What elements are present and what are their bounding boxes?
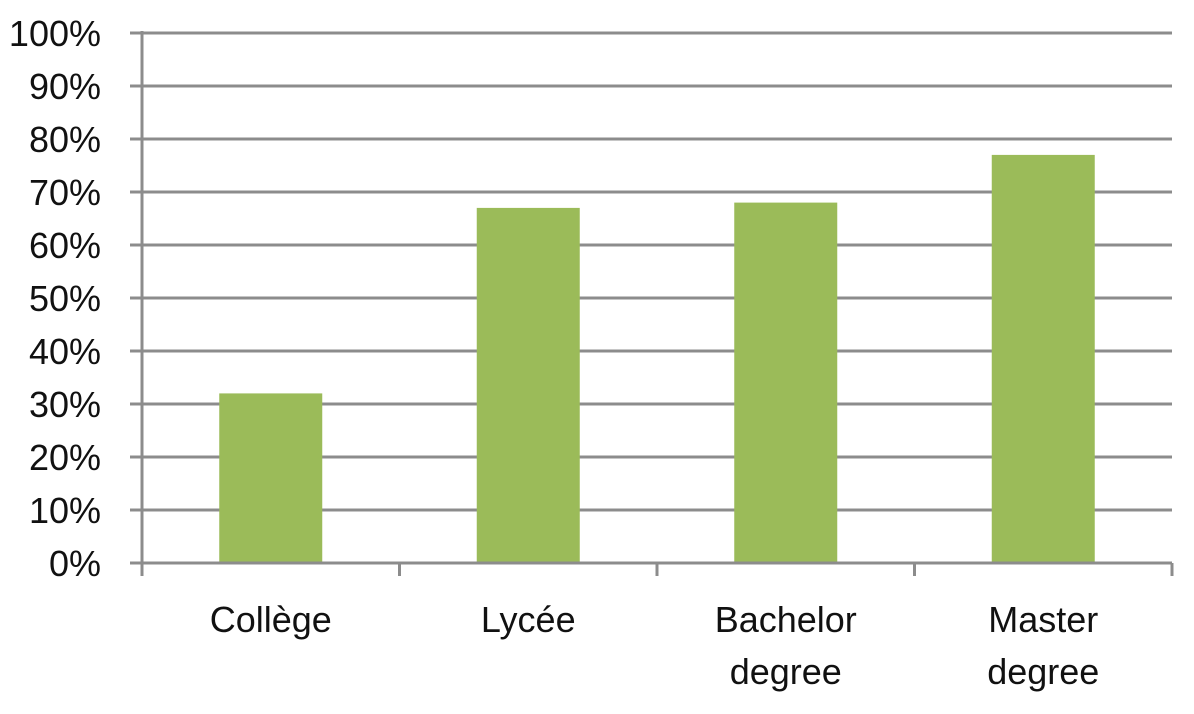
y-tick-label: 50%: [29, 278, 101, 319]
bars: [219, 154, 1095, 563]
bar: [219, 393, 323, 563]
bar: [734, 202, 838, 563]
y-tick-label: 70%: [29, 172, 101, 213]
x-category-label: Master degree: [987, 599, 1099, 692]
y-axis-tick-labels: 0% 10% 20% 30% 40% 50% 60% 70% 80% 90% 100%: [9, 13, 101, 584]
y-tick-label: 80%: [29, 119, 101, 160]
y-tick-label: 20%: [29, 437, 101, 478]
y-tick-label: 10%: [29, 490, 101, 531]
y-tick-label: 0%: [49, 543, 101, 584]
y-tick-label: 30%: [29, 384, 101, 425]
axes: [130, 31, 1174, 576]
y-tick-label: 100%: [9, 13, 101, 54]
x-category-label: Bachelor degree: [715, 599, 857, 692]
bar: [476, 207, 580, 563]
y-tick-label: 40%: [29, 331, 101, 372]
x-axis-category-labels: Collège Lycée Bachelor degree Master degree: [210, 599, 1100, 692]
x-category-label: Collège: [210, 599, 332, 640]
bar: [991, 154, 1095, 563]
y-tick-label: 60%: [29, 225, 101, 266]
x-category-label: Lycée: [481, 599, 576, 640]
y-tick-label: 90%: [29, 66, 101, 107]
